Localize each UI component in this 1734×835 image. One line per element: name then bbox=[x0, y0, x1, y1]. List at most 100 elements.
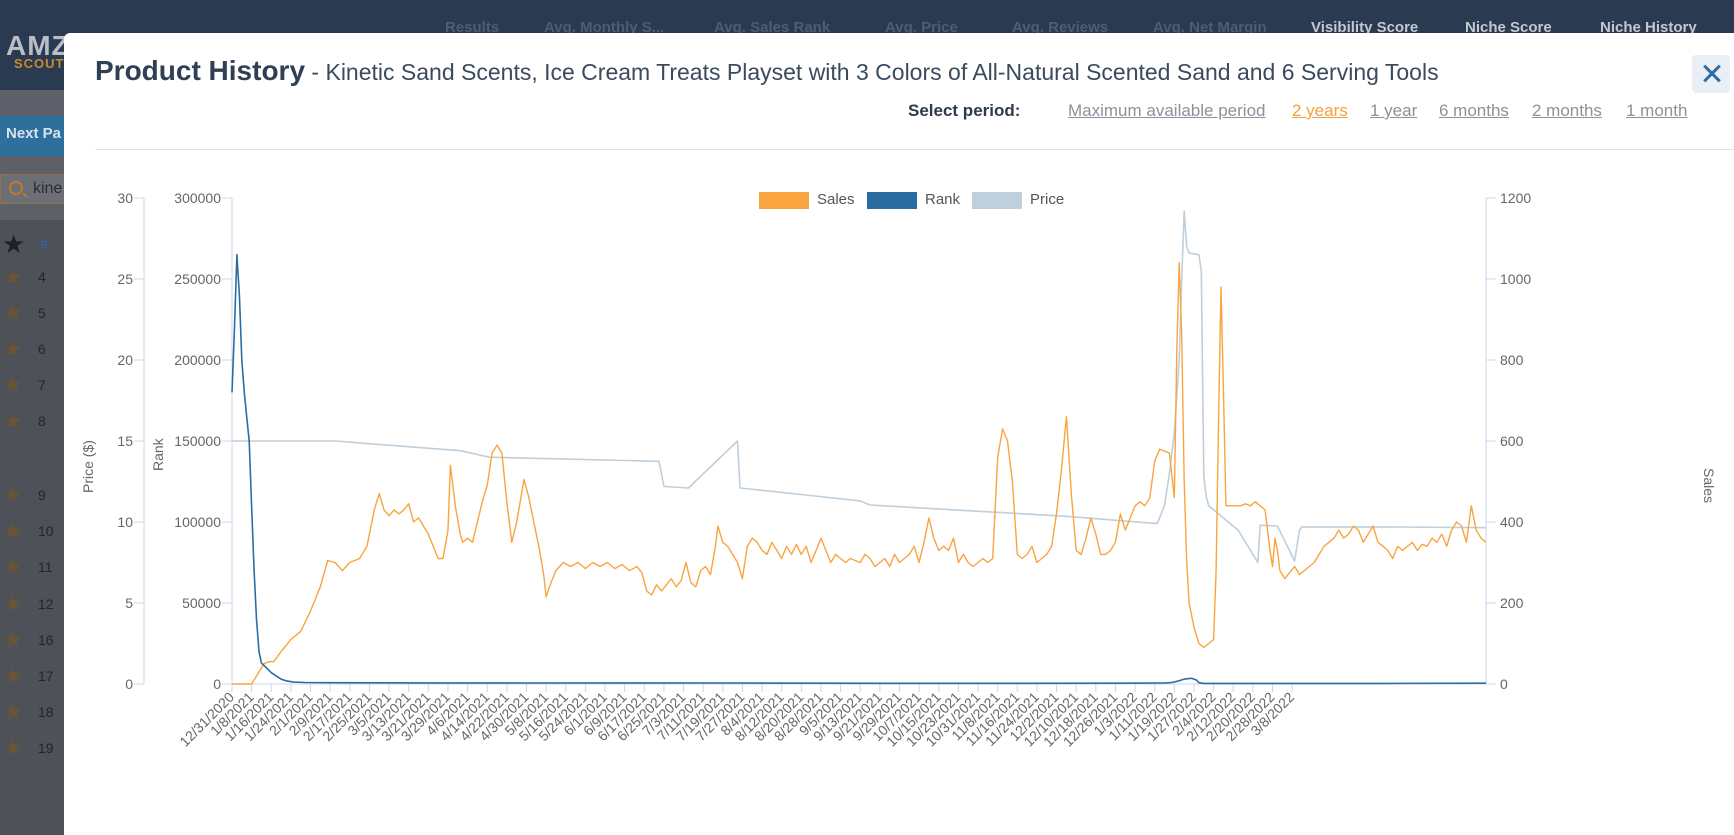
period-selector: Select period: Maximum available period … bbox=[64, 101, 1734, 123]
price-axis-tick-label: 0 bbox=[125, 676, 133, 692]
series-price-line[interactable] bbox=[232, 210, 1487, 564]
table-row[interactable]: ★ 12 bbox=[0, 587, 66, 627]
period-maximum[interactable]: Maximum available period bbox=[1068, 101, 1266, 120]
next-page-button[interactable]: Next Pa bbox=[0, 116, 66, 156]
period-label: Select period: bbox=[908, 101, 1021, 120]
product-history-modal: Product History - Kinetic Sand Scents, I… bbox=[64, 33, 1734, 835]
table-row[interactable]: ★ 9 bbox=[0, 478, 66, 518]
modal-title-main: Product History bbox=[95, 55, 306, 86]
favorite-star-icon[interactable]: ★ bbox=[3, 627, 23, 652]
rank-axis-tick-label: 0 bbox=[213, 676, 221, 692]
legend-price-label[interactable]: Price bbox=[1030, 191, 1065, 208]
rank-axis-tick-label: 150000 bbox=[174, 433, 221, 449]
legend-price-swatch[interactable] bbox=[972, 192, 1022, 209]
col-avg-sales-rank[interactable]: Avg. Sales Rank bbox=[714, 19, 831, 36]
table-row[interactable]: ★ 18 bbox=[0, 695, 66, 735]
rank-axis-tick-label: 250000 bbox=[174, 271, 221, 287]
table-row[interactable]: ★ 5 bbox=[0, 296, 66, 336]
row-number: 4 bbox=[38, 269, 46, 285]
col-avg-net-margin[interactable]: Avg. Net Margin bbox=[1153, 19, 1267, 36]
favorite-star-icon[interactable]: ★ bbox=[3, 372, 23, 397]
legend-sales-label[interactable]: Sales bbox=[817, 191, 855, 208]
legend-sales-swatch[interactable] bbox=[759, 192, 809, 209]
sales-axis-tick-label: 600 bbox=[1500, 433, 1524, 449]
history-chart: 0 5 10 15 20 25 30 0 50000 100000 150000 200000 2500… bbox=[117, 190, 1531, 750]
price-axis-tick-label: 25 bbox=[117, 271, 133, 287]
search-value: kine bbox=[33, 180, 63, 197]
divider bbox=[95, 149, 1734, 150]
table-row[interactable]: ★ 17 bbox=[0, 659, 66, 699]
favorite-star-icon[interactable]: ★ bbox=[3, 518, 23, 543]
favorite-star-icon[interactable]: ★ bbox=[3, 408, 23, 433]
row-number: 5 bbox=[38, 305, 46, 321]
favorite-star-icon[interactable]: ★ bbox=[3, 554, 23, 579]
table-row[interactable]: ★ 7 bbox=[0, 368, 66, 408]
row-number: 18 bbox=[38, 704, 54, 720]
col-avg-monthly-sales[interactable]: Avg. Monthly S... bbox=[544, 19, 665, 36]
period-6-months[interactable]: 6 months bbox=[1439, 101, 1509, 120]
period-2-months[interactable]: 2 months bbox=[1532, 101, 1602, 120]
favorite-star-icon[interactable]: ★ bbox=[3, 735, 23, 760]
col-results[interactable]: Results bbox=[445, 19, 500, 36]
col-avg-reviews[interactable]: Avg. Reviews bbox=[1012, 19, 1109, 36]
table-row[interactable]: ★ 11 bbox=[0, 550, 66, 590]
rank-header: # bbox=[40, 235, 48, 251]
table-row[interactable] bbox=[0, 440, 66, 480]
table-row[interactable]: ★ 4 bbox=[0, 260, 66, 300]
legend-rank-swatch[interactable] bbox=[867, 192, 917, 209]
price-axis-tick-label: 10 bbox=[117, 514, 133, 530]
row-number: 7 bbox=[38, 377, 46, 393]
title-separator: - bbox=[305, 59, 326, 85]
product-name: Kinetic Sand Scents, Ice Cream Treats Pl… bbox=[325, 59, 1439, 85]
price-axis-tick-label: 20 bbox=[117, 352, 133, 368]
row-number: 8 bbox=[38, 413, 46, 429]
logo-sub: SCOUT bbox=[14, 56, 65, 71]
rank-axis-tick-label: 300000 bbox=[174, 190, 221, 206]
sales-axis-tick-label: 1000 bbox=[1500, 271, 1531, 287]
col-niche-score[interactable]: Niche Score bbox=[1465, 19, 1552, 36]
price-axis-tick-label: 15 bbox=[117, 433, 133, 449]
period-1-month[interactable]: 1 month bbox=[1626, 101, 1688, 120]
table-row[interactable]: ★ 19 bbox=[0, 731, 66, 771]
period-1-year[interactable]: 1 year bbox=[1370, 101, 1418, 120]
favorite-star-icon[interactable]: ★ bbox=[3, 591, 23, 616]
row-number: 9 bbox=[38, 487, 46, 503]
col-niche-history[interactable]: Niche History bbox=[1600, 19, 1697, 36]
sales-axis-tick-label: 200 bbox=[1500, 595, 1524, 611]
search-icon bbox=[9, 181, 23, 195]
results-table bbox=[0, 220, 66, 835]
table-row[interactable]: ★ 10 bbox=[0, 514, 66, 554]
favorite-star-icon[interactable]: ★ bbox=[3, 482, 23, 507]
row-number: 17 bbox=[38, 668, 54, 684]
logo: AMZ bbox=[6, 30, 70, 61]
star-header-icon[interactable]: ★ bbox=[2, 229, 26, 259]
table-row[interactable]: ★ 8 bbox=[0, 404, 66, 444]
sales-axis-tick-label: 1200 bbox=[1500, 190, 1531, 206]
col-visibility-score[interactable]: Visibility Score bbox=[1311, 19, 1419, 36]
series-rank-line[interactable] bbox=[231, 253, 1487, 685]
rank-axis-tick-label: 50000 bbox=[182, 595, 221, 611]
modal-title: Product History - Kinetic Sand Scents, I… bbox=[95, 55, 1439, 87]
table-row[interactable]: ★ 6 bbox=[0, 332, 66, 372]
row-number: 12 bbox=[38, 596, 54, 612]
rank-axis-tick-label: 200000 bbox=[174, 352, 221, 368]
favorite-star-icon[interactable]: ★ bbox=[3, 699, 23, 724]
series-sales-line[interactable] bbox=[232, 262, 1487, 685]
legend-rank-label[interactable]: Rank bbox=[925, 191, 961, 208]
price-axis-tick-label: 5 bbox=[125, 595, 133, 611]
column-header-nav: Results Avg. Monthly S... Avg. Sales Ran… bbox=[0, 19, 1734, 39]
close-button[interactable] bbox=[1692, 55, 1730, 93]
rank-axis-tick-label: 100000 bbox=[174, 514, 221, 530]
row-number: 11 bbox=[38, 559, 53, 575]
row-number: 16 bbox=[38, 632, 54, 648]
search-input[interactable]: kine bbox=[0, 174, 66, 204]
favorite-star-icon[interactable]: ★ bbox=[3, 300, 23, 325]
col-avg-price[interactable]: Avg. Price bbox=[885, 19, 958, 36]
favorite-star-icon[interactable]: ★ bbox=[3, 336, 23, 361]
favorite-star-icon[interactable]: ★ bbox=[3, 663, 23, 688]
period-2-years[interactable]: 2 years bbox=[1292, 101, 1348, 120]
sales-axis-tick-label: 800 bbox=[1500, 352, 1524, 368]
sales-axis-tick-label: 400 bbox=[1500, 514, 1524, 530]
table-row[interactable]: ★ 16 bbox=[0, 623, 66, 663]
favorite-star-icon[interactable]: ★ bbox=[3, 264, 23, 289]
